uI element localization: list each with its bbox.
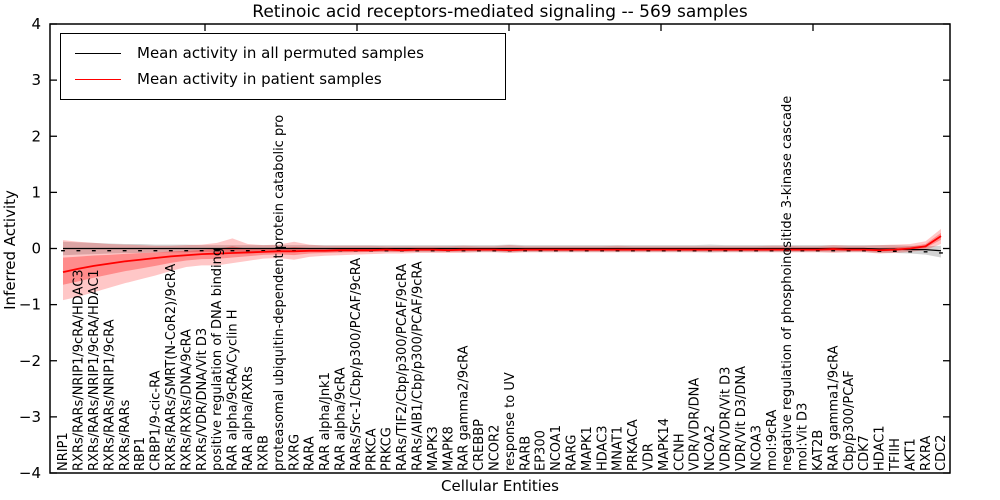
x-tick-label: RXRA — [919, 436, 934, 471]
patient-std-band-inner — [63, 232, 941, 285]
y-tick-label: 3 — [31, 71, 41, 89]
x-tick-label: RAR alpha/RXRs — [241, 366, 256, 471]
x-tick-label: NCOA3 — [749, 425, 764, 471]
y-tick-label: −3 — [19, 408, 41, 426]
x-tick-label: AKT1 — [903, 438, 918, 471]
x-tick-label: CCNH — [672, 433, 687, 471]
x-tick-label: RXRs/RARs/NRIP1/9cRA — [102, 319, 117, 471]
x-tick-label: MAPK3 — [426, 426, 441, 471]
permuted-mean-line — [63, 247, 942, 252]
patient-std-band-outer — [63, 228, 941, 301]
x-tick-label: mol:Vit D3 — [796, 403, 811, 471]
x-tick-label: RXRs/RARs — [118, 399, 133, 471]
chart-title: Retinoic acid receptors-mediated signali… — [252, 2, 748, 22]
y-tick-label: −4 — [19, 464, 41, 482]
y-tick-label: 0 — [31, 240, 41, 258]
x-tick-label: CREBBP — [472, 419, 487, 471]
x-tick-label: MAPK8 — [441, 426, 456, 471]
x-tick-label: KAT2B — [811, 430, 826, 471]
x-tick-label: VDR/VDR/DNA — [688, 378, 703, 471]
x-tick-label: PRKACA — [626, 419, 641, 471]
x-tick-label: CDC2 — [934, 435, 949, 471]
x-tick-label: RARs/AIB1/Cbp/p300/PCAF/9cRA — [410, 261, 425, 471]
x-tick-label: RBP1 — [133, 437, 148, 471]
x-tick-label: negative regulation of phosphoinositide … — [780, 96, 795, 471]
x-tick-label: RXRs/RARs/NRIP1/9cRA/HDAC1 — [87, 269, 102, 471]
x-tick-label: PRKCA — [364, 428, 379, 471]
x-tick-label: CRBP1/9-cic-RA — [149, 370, 164, 471]
x-tick-label: VDR — [642, 443, 657, 471]
x-tick-label: RAR gamma2/9cRA — [457, 345, 472, 471]
legend-item-permuted: Mean activity in all permuted samples — [61, 40, 505, 66]
y-tick-label: 1 — [31, 183, 41, 201]
x-tick-label: VDR/Vit D3/DNA — [734, 366, 749, 471]
y-tick-label: −1 — [19, 296, 41, 314]
y-tick-label: 4 — [31, 15, 41, 33]
x-tick-label: RARA — [303, 436, 318, 471]
legend-label-permuted: Mean activity in all permuted samples — [137, 44, 424, 62]
x-tick-label: TFIIH — [888, 438, 903, 472]
x-tick-label: RAR alpha/9cRA — [333, 367, 348, 471]
y-tick-label: 2 — [31, 127, 41, 145]
patient-mean-line — [62, 235, 942, 273]
x-tick-label: proteasomal ubiquitin-dependent protein … — [272, 115, 287, 471]
x-tick-label: PRKCG — [380, 427, 395, 471]
x-tick-label: CDK7 — [857, 435, 872, 471]
x-tick-label: RXRB — [256, 435, 271, 471]
x-tick-label: MNAT1 — [611, 426, 626, 471]
x-tick-label: RARB — [518, 436, 533, 471]
x-tick-label: RARs/Src-1/Cbp/p300/PCAF/9cRA — [349, 258, 364, 471]
x-tick-label: positive regulation of DNA binding — [210, 248, 225, 471]
x-tick-label: EP300 — [534, 430, 549, 471]
x-tick-label: MAPK1 — [580, 426, 595, 471]
x-tick-label: VDR/VDR/Vit D3 — [719, 367, 734, 471]
y-tick-label: −2 — [19, 352, 41, 370]
x-tick-label: response to UV — [503, 372, 518, 471]
x-tick-label: RAR gamma1/9cRA — [826, 345, 841, 471]
legend: Mean activity in all permuted samples Me… — [60, 33, 506, 100]
x-tick-label: MAPK14 — [657, 418, 672, 471]
x-tick-label: RAR alpha/Jnk1 — [318, 372, 333, 471]
x-tick-label: RAR alpha/9cRA/Cyclin H — [226, 310, 241, 471]
x-tick-label: RXRs/VDR/DNA/Vit D3 — [195, 328, 210, 471]
x-tick-label: NCOR2 — [487, 425, 502, 471]
x-tick-label: NCOA1 — [549, 425, 564, 471]
x-tick-label: mol:9cRA — [765, 409, 780, 471]
legend-line-sample-red-icon — [75, 78, 121, 80]
legend-label-patient: Mean activity in patient samples — [137, 70, 382, 88]
x-tick-label: HDAC3 — [595, 425, 610, 471]
x-tick-label: RXRs/RARs/SMRT(N-CoR2)/9cRA — [164, 264, 179, 471]
x-tick-label: RXRG — [287, 434, 302, 471]
legend-line-sample-black-icon — [75, 52, 121, 54]
legend-item-patient: Mean activity in patient samples — [61, 66, 505, 92]
x-tick-label: Cbp/p300/PCAF — [842, 370, 857, 471]
x-tick-label: NRIP1 — [56, 432, 71, 471]
x-tick-label: RARs/TIF2/Cbp/p300/PCAF/9cRA — [395, 264, 410, 471]
x-tick-label: RARG — [565, 434, 580, 471]
x-tick-label: HDAC1 — [873, 425, 888, 471]
x-tick-label: RXRs/RXRs/DNA/9cRA — [179, 329, 194, 471]
x-axis-label: Cellular Entities — [441, 477, 559, 495]
x-tick-label: RXRs/RARs/NRIP1/9cRA/HDAC3 — [72, 269, 87, 471]
x-tick-label: NCOA2 — [703, 425, 718, 471]
